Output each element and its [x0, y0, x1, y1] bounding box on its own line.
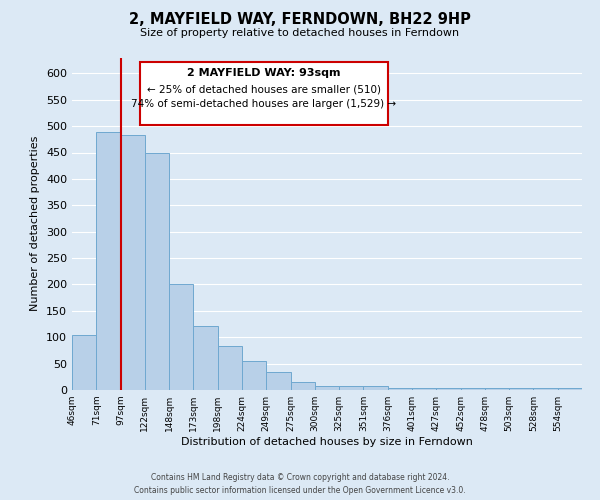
Bar — [315, 386, 339, 390]
Text: 74% of semi-detached houses are larger (1,529) →: 74% of semi-detached houses are larger (… — [131, 99, 397, 109]
Bar — [72, 334, 96, 390]
Bar — [533, 388, 558, 390]
Bar — [193, 326, 218, 390]
Y-axis label: Number of detached properties: Number of detached properties — [31, 136, 40, 312]
Bar — [558, 388, 582, 390]
Bar — [169, 284, 193, 390]
Bar — [266, 372, 290, 390]
Bar — [339, 386, 364, 390]
Bar — [242, 361, 266, 390]
Bar — [388, 388, 412, 390]
Text: ← 25% of detached houses are smaller (510): ← 25% of detached houses are smaller (51… — [147, 84, 381, 94]
Text: Contains HM Land Registry data © Crown copyright and database right 2024.
Contai: Contains HM Land Registry data © Crown c… — [134, 474, 466, 495]
Text: Size of property relative to detached houses in Ferndown: Size of property relative to detached ho… — [140, 28, 460, 38]
Bar — [121, 135, 145, 390]
Bar — [509, 388, 533, 390]
Bar — [290, 382, 315, 390]
Bar — [412, 388, 436, 390]
Bar — [96, 132, 121, 390]
Bar — [485, 388, 509, 390]
Bar — [436, 388, 461, 390]
FancyBboxPatch shape — [140, 62, 388, 124]
X-axis label: Distribution of detached houses by size in Ferndown: Distribution of detached houses by size … — [181, 437, 473, 447]
Text: 2 MAYFIELD WAY: 93sqm: 2 MAYFIELD WAY: 93sqm — [187, 68, 341, 78]
Bar — [145, 152, 169, 390]
Bar — [461, 388, 485, 390]
Bar — [364, 386, 388, 390]
Bar — [218, 346, 242, 390]
Text: 2, MAYFIELD WAY, FERNDOWN, BH22 9HP: 2, MAYFIELD WAY, FERNDOWN, BH22 9HP — [129, 12, 471, 28]
